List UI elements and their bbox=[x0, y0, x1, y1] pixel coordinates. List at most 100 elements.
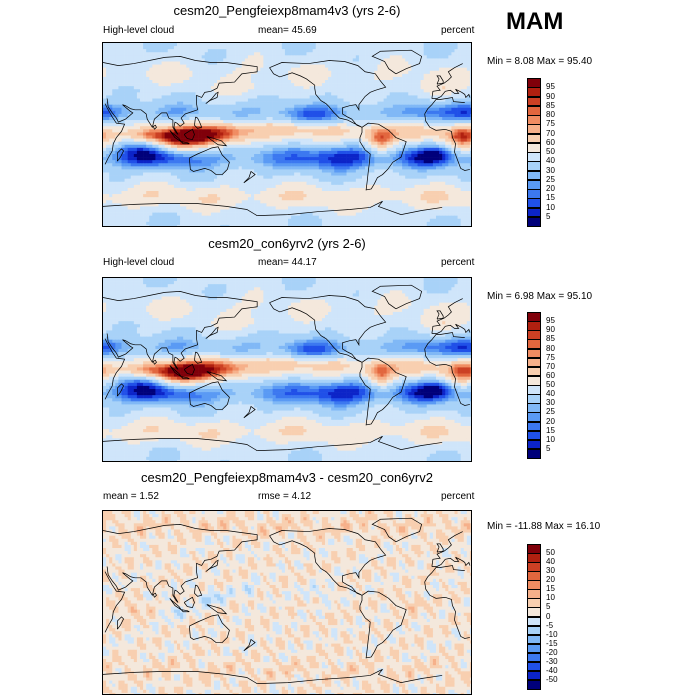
coastline bbox=[257, 668, 443, 685]
coastline bbox=[180, 141, 190, 145]
colorbar-tick-label: 5 bbox=[546, 444, 550, 453]
coastline bbox=[269, 295, 387, 363]
colorbar-tick-label: 60 bbox=[546, 371, 555, 380]
coastline bbox=[152, 359, 157, 365]
coastline bbox=[169, 598, 182, 610]
coastline bbox=[243, 638, 256, 652]
coastline bbox=[103, 523, 258, 603]
coastline bbox=[205, 326, 219, 339]
map-panel-1 bbox=[102, 42, 472, 227]
panel-title: cesm20_Pengfeiexp8mam4v3 - cesm20_con6yr… bbox=[0, 470, 574, 485]
colorbar-tick-label: 30 bbox=[546, 166, 555, 175]
left-label: High-level cloud bbox=[103, 25, 174, 36]
coastline bbox=[436, 75, 444, 85]
coastline bbox=[180, 376, 190, 380]
colorbar-tick-label: 70 bbox=[546, 362, 555, 371]
colorbar-tick-label: 40 bbox=[546, 157, 555, 165]
map-field-svg bbox=[103, 511, 471, 694]
colorbar-tick-label: 90 bbox=[546, 92, 555, 101]
coastline bbox=[188, 381, 230, 410]
colorbar-tick-label: 60 bbox=[546, 138, 555, 147]
coastline bbox=[103, 670, 258, 684]
colorbar-tick-label: 10 bbox=[546, 435, 555, 444]
stat-label: mean= 45.69 bbox=[258, 25, 317, 36]
cloud-field bbox=[103, 43, 471, 226]
coastline bbox=[257, 435, 443, 452]
coastline bbox=[424, 565, 465, 583]
colorbar-tick-label: 80 bbox=[546, 111, 555, 119]
coastline bbox=[206, 136, 228, 147]
coastline bbox=[169, 365, 182, 377]
coastline bbox=[183, 128, 195, 141]
coastline bbox=[117, 148, 124, 162]
colorbar-tick-label: 25 bbox=[546, 408, 555, 416]
coastline bbox=[424, 113, 470, 171]
coastline bbox=[206, 604, 228, 615]
colorbar-tick-label: 20 bbox=[546, 417, 555, 426]
coastline bbox=[104, 103, 126, 165]
colorbar-tick-label: 0 bbox=[546, 612, 550, 621]
coastline bbox=[206, 371, 228, 382]
coastline bbox=[424, 581, 470, 639]
coastline bbox=[117, 616, 124, 630]
coastline bbox=[424, 348, 470, 406]
coastline bbox=[194, 351, 203, 364]
colorbar-tick-label: 90 bbox=[546, 326, 555, 334]
coastline bbox=[431, 298, 463, 334]
map-panel-2 bbox=[102, 277, 472, 462]
colorbar-tick-label: 30 bbox=[546, 567, 555, 575]
colorbar-tick-label: 50 bbox=[546, 381, 555, 389]
map-field-svg bbox=[103, 43, 471, 226]
minmax-label: Min = 8.08 Max = 95.40 bbox=[487, 56, 592, 67]
left-label: mean = 1.52 bbox=[103, 491, 159, 502]
colorbar-tick-label: 15 bbox=[546, 585, 555, 593]
cloud-field bbox=[103, 511, 471, 694]
colorbar-tick-label: 75 bbox=[546, 353, 555, 362]
minmax-label: Min = 6.98 Max = 95.10 bbox=[487, 291, 592, 302]
coastline bbox=[205, 559, 219, 572]
map-panel-3 bbox=[102, 510, 472, 695]
colorbar-3 bbox=[527, 544, 541, 690]
colorbar-tick-label: 5 bbox=[546, 603, 550, 611]
coastline bbox=[152, 592, 157, 598]
map-field-svg bbox=[103, 278, 471, 461]
coastline bbox=[188, 146, 230, 175]
coastline bbox=[269, 528, 387, 596]
colorbar-tick-label: 70 bbox=[546, 129, 555, 138]
minmax-label: Min = -11.88 Max = 16.10 bbox=[487, 521, 600, 532]
units-label: percent bbox=[441, 257, 474, 268]
coastline bbox=[359, 590, 407, 659]
coastline bbox=[104, 571, 126, 633]
coastline bbox=[431, 323, 471, 334]
coastline bbox=[180, 609, 190, 613]
coastline bbox=[205, 91, 219, 104]
colorbar-tick-label: 20 bbox=[546, 185, 555, 193]
coastline bbox=[104, 338, 126, 400]
coastline bbox=[371, 284, 423, 310]
units-label: percent bbox=[441, 25, 474, 36]
colorbar-tick-label: 15 bbox=[546, 426, 555, 435]
colorbar-tick-label: 5 bbox=[546, 212, 550, 221]
coastline bbox=[424, 97, 465, 115]
coastline bbox=[243, 170, 256, 184]
coastline bbox=[183, 363, 195, 376]
coastlines bbox=[103, 49, 471, 217]
colorbar-tick-label: -40 bbox=[546, 666, 558, 675]
coastlines bbox=[103, 284, 471, 452]
coastline bbox=[183, 596, 195, 609]
colorbar-tick-label: 40 bbox=[546, 390, 555, 398]
colorbar-tick-label: 50 bbox=[546, 549, 555, 557]
panel-title: cesm20_con6yrv2 (yrs 2-6) bbox=[0, 236, 574, 251]
coastline bbox=[188, 614, 230, 643]
colorbar-tick-label: 50 bbox=[546, 148, 555, 156]
units-label: percent bbox=[441, 491, 474, 502]
colorbar-tick-label: 20 bbox=[546, 576, 555, 584]
coastline bbox=[194, 116, 203, 129]
coastline bbox=[436, 543, 444, 553]
colorbar-cell bbox=[527, 679, 541, 690]
coastline bbox=[359, 122, 407, 191]
colorbar-tick-label: 40 bbox=[546, 558, 555, 566]
colorbar-tick-label: 95 bbox=[546, 317, 555, 325]
left-label: High-level cloud bbox=[103, 257, 174, 268]
colorbar-tick-label: -50 bbox=[546, 675, 558, 684]
